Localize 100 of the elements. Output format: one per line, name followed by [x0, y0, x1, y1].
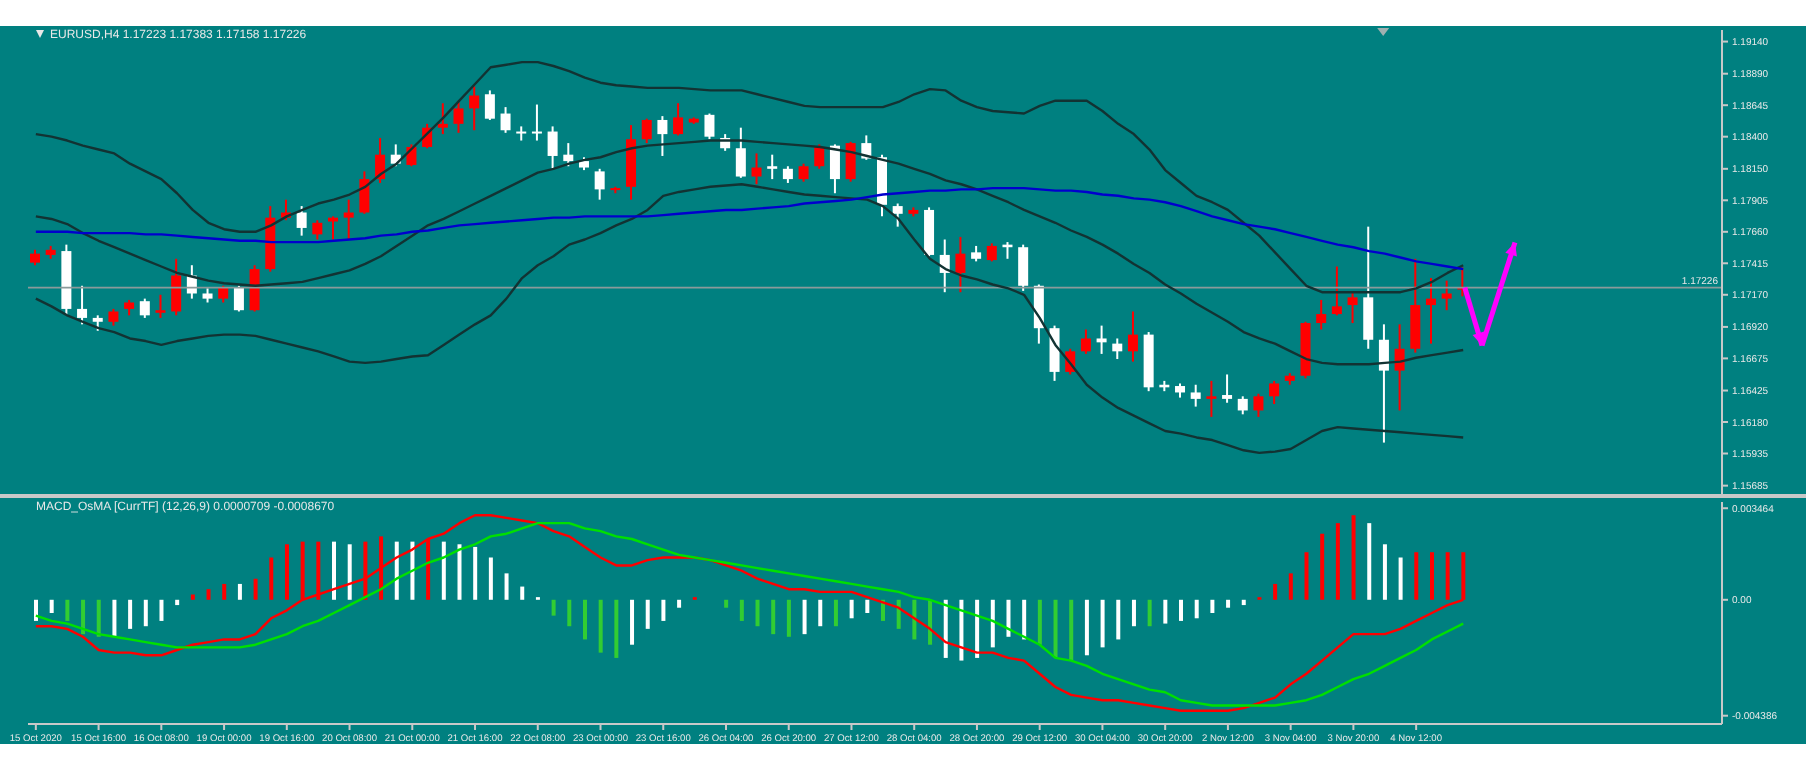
bar — [34, 599, 38, 621]
bar — [849, 599, 854, 619]
bar — [1006, 599, 1011, 637]
candlestick — [1112, 337, 1123, 361]
bar — [96, 599, 101, 637]
candlestick — [594, 167, 605, 201]
candlestick — [453, 99, 464, 134]
candlestick — [1269, 379, 1280, 406]
bar — [1116, 599, 1121, 640]
bar — [1022, 599, 1027, 640]
bar — [1429, 552, 1434, 600]
bar — [1304, 552, 1309, 600]
bar — [833, 599, 838, 627]
bar — [551, 599, 556, 616]
candlestick — [516, 125, 527, 142]
bar — [1210, 599, 1215, 613]
bar — [1037, 599, 1042, 645]
candlestick — [829, 143, 840, 195]
candlestick — [673, 102, 684, 137]
bar — [222, 583, 227, 600]
bar — [81, 599, 86, 635]
bar — [284, 544, 289, 600]
bar — [206, 589, 211, 600]
candlestick — [1127, 310, 1138, 363]
candlestick — [1425, 277, 1436, 345]
candlestick — [924, 206, 935, 258]
candlestick — [359, 170, 370, 215]
bar — [1398, 557, 1403, 600]
candlestick — [1378, 323, 1389, 444]
bar — [645, 599, 650, 629]
bar — [410, 541, 415, 600]
candlestick — [469, 85, 480, 132]
candlestick — [1363, 225, 1374, 350]
bar — [457, 544, 462, 600]
bar — [975, 599, 980, 658]
bar — [598, 599, 603, 653]
bar — [143, 599, 148, 627]
candlestick — [343, 198, 354, 241]
bar — [661, 599, 666, 621]
bar — [49, 599, 54, 613]
bar — [190, 594, 195, 600]
bar — [363, 541, 368, 600]
bar — [739, 599, 744, 621]
bar — [1131, 599, 1136, 627]
bar — [567, 599, 572, 627]
bar — [818, 599, 823, 627]
bar — [1335, 523, 1340, 600]
bar — [1147, 599, 1152, 627]
bar — [1194, 599, 1199, 619]
candlestick — [171, 257, 182, 317]
bar — [332, 541, 337, 600]
candlestick — [892, 202, 903, 228]
line-series — [34, 60, 1465, 294]
candlestick — [1080, 328, 1091, 355]
candlestick — [1190, 383, 1201, 408]
candlestick — [1410, 257, 1421, 354]
candlestick — [531, 103, 542, 142]
bar — [1382, 544, 1387, 600]
candlestick — [233, 284, 244, 313]
bar — [724, 599, 729, 608]
candlestick — [1441, 279, 1452, 312]
bar — [426, 539, 431, 600]
bar — [473, 546, 478, 600]
bar — [959, 599, 964, 661]
candlestick — [735, 126, 746, 179]
candlestick — [1096, 324, 1107, 355]
bar — [300, 541, 305, 600]
bar — [802, 599, 807, 635]
bar — [1226, 599, 1231, 608]
candlestick — [751, 152, 762, 186]
candlestick — [1206, 379, 1217, 418]
candlestick — [704, 112, 715, 141]
bar — [755, 599, 760, 627]
candlestick — [814, 143, 825, 170]
candlestick — [296, 205, 307, 237]
bar — [1367, 523, 1372, 600]
bar — [614, 599, 619, 658]
bar — [1163, 599, 1168, 624]
bar — [1179, 599, 1184, 621]
candlestick — [1018, 243, 1029, 292]
candlestick — [312, 219, 323, 241]
candlestick — [437, 102, 448, 136]
candlestick — [249, 264, 260, 313]
bar — [520, 586, 525, 600]
bar — [990, 599, 995, 648]
candlestick — [563, 142, 574, 168]
candlestick — [547, 125, 558, 170]
candlestick — [657, 115, 668, 157]
candlestick — [484, 89, 495, 121]
bar — [677, 599, 682, 608]
bar — [1351, 515, 1356, 600]
candlestick — [955, 235, 966, 294]
bar — [1241, 599, 1246, 606]
bar — [1445, 552, 1450, 600]
candlestick — [328, 215, 339, 241]
bar — [112, 599, 117, 637]
bar — [237, 583, 242, 600]
bar — [943, 599, 948, 658]
bar — [1320, 533, 1325, 600]
candlestick — [845, 140, 856, 183]
